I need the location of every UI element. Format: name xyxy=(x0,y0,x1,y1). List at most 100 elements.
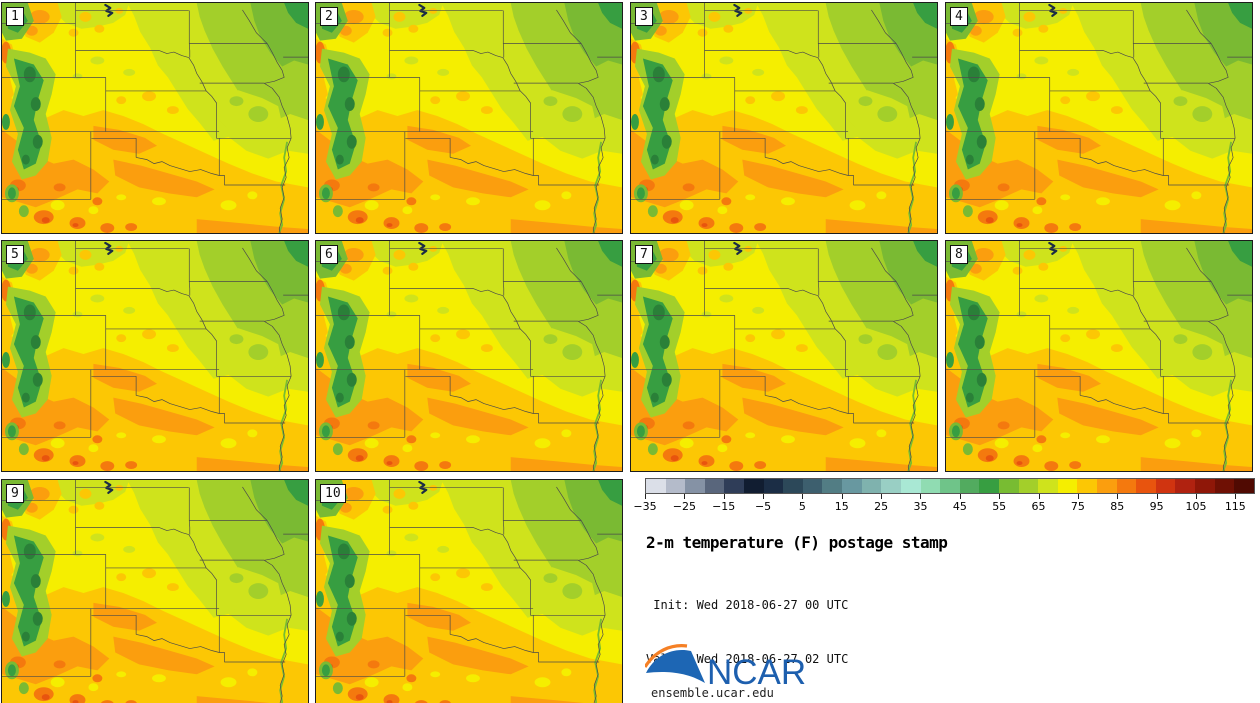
colorbar-segment xyxy=(861,479,882,493)
colorbar-segment xyxy=(783,479,803,493)
colorbar-segment xyxy=(744,479,764,493)
colorbar-tick xyxy=(999,494,1001,499)
colorbar-tick xyxy=(920,494,922,499)
temperature-map xyxy=(2,3,308,233)
member-panel-7[interactable]: 7 xyxy=(630,240,938,472)
colorbar-tick xyxy=(841,494,843,499)
colorbar-segment xyxy=(665,479,686,493)
colorbar-segment xyxy=(646,479,666,493)
colorbar-segment xyxy=(1018,479,1039,493)
colorbar-segment xyxy=(763,479,784,493)
temperature-map xyxy=(2,241,308,471)
colorbar-tick xyxy=(1038,494,1040,499)
colorbar-tick-label: 25 xyxy=(874,500,889,513)
member-number-badge: 3 xyxy=(635,7,653,26)
colorbar-tick-label: 115 xyxy=(1224,500,1246,513)
member-number-badge: 4 xyxy=(950,7,968,26)
colorbar-tick xyxy=(1117,494,1119,499)
colorbar-segment xyxy=(959,479,980,493)
ncar-swoosh-icon xyxy=(646,649,705,683)
colorbar-segment xyxy=(724,479,745,493)
temperature-colorbar xyxy=(645,478,1255,494)
page-title: 2-m temperature (F) postage stamp xyxy=(646,533,948,552)
temperature-map xyxy=(631,3,937,233)
colorbar-tick xyxy=(1156,494,1158,499)
colorbar-tick xyxy=(881,494,883,499)
member-panel-9[interactable]: 9 xyxy=(1,479,309,703)
colorbar-tick-label: 45 xyxy=(952,500,967,513)
colorbar-segment xyxy=(1038,479,1058,493)
colorbar-tick xyxy=(802,494,804,499)
ncar-logo[interactable]: NCAR xyxy=(645,643,865,689)
colorbar-segment xyxy=(998,479,1019,493)
colorbar-segment xyxy=(1057,479,1078,493)
colorbar-segment xyxy=(1195,479,1215,493)
colorbar-segment xyxy=(1077,479,1098,493)
member-number-badge: 6 xyxy=(320,245,338,264)
colorbar-tick xyxy=(645,494,646,499)
temperature-map xyxy=(946,241,1252,471)
member-number-badge: 10 xyxy=(320,484,346,503)
colorbar-segment xyxy=(685,479,705,493)
colorbar-tick-label: 5 xyxy=(798,500,806,513)
member-panel-1[interactable]: 1 xyxy=(1,2,309,234)
site-url[interactable]: ensemble.ucar.edu xyxy=(651,686,774,700)
colorbar-tick xyxy=(1195,494,1197,499)
ncar-wordmark: NCAR xyxy=(707,653,806,689)
colorbar-tick-label: −25 xyxy=(672,500,696,513)
member-number-badge: 5 xyxy=(6,245,24,264)
colorbar-tick xyxy=(723,494,725,499)
member-number-badge: 2 xyxy=(320,7,338,26)
temperature-map xyxy=(2,480,308,703)
member-number-badge: 7 xyxy=(635,245,653,264)
init-time: Init: Wed 2018-06-27 00 UTC xyxy=(646,598,849,612)
colorbar-segment xyxy=(1155,479,1176,493)
colorbar-ticks xyxy=(645,494,1255,500)
colorbar-tick xyxy=(959,494,961,499)
colorbar-segment xyxy=(822,479,843,493)
colorbar-tick-label: 65 xyxy=(1031,500,1046,513)
colorbar-segment xyxy=(1214,479,1235,493)
member-panel-6[interactable]: 6 xyxy=(315,240,623,472)
ncar-orange-arc-icon xyxy=(645,644,688,668)
colorbar-segment xyxy=(1234,479,1254,493)
colorbar-segment xyxy=(802,479,823,493)
colorbar-tick-label: 35 xyxy=(913,500,928,513)
colorbar-segment xyxy=(1175,479,1196,493)
colorbar-tick-label: 95 xyxy=(1149,500,1164,513)
member-panel-2[interactable]: 2 xyxy=(315,2,623,234)
colorbar-segment xyxy=(1116,479,1137,493)
colorbar-segment xyxy=(979,479,999,493)
colorbar-tick xyxy=(1077,494,1079,499)
colorbar-tick-label: 105 xyxy=(1185,500,1207,513)
member-panel-3[interactable]: 3 xyxy=(630,2,938,234)
colorbar-segment xyxy=(900,479,921,493)
colorbar-segment xyxy=(842,479,862,493)
member-panel-10[interactable]: 10 xyxy=(315,479,623,703)
colorbar-tick-label: 15 xyxy=(834,500,849,513)
colorbar-tick xyxy=(684,494,686,499)
member-number-badge: 9 xyxy=(6,484,24,503)
colorbar-tick-label: −35 xyxy=(633,500,657,513)
colorbar-segment xyxy=(704,479,725,493)
colorbar-tick-label: −5 xyxy=(754,500,772,513)
colorbar-tick-labels: −35 −25 −15 −5 5 15 25 35 45 55 65 75 85 95 105 115 xyxy=(633,500,1255,514)
member-panel-8[interactable]: 8 xyxy=(945,240,1253,472)
colorbar-segment xyxy=(920,479,941,493)
colorbar-tick-label: −15 xyxy=(712,500,736,513)
colorbar-tick-label: 55 xyxy=(992,500,1007,513)
colorbar-segment xyxy=(940,479,960,493)
member-number-badge: 8 xyxy=(950,245,968,264)
colorbar-tick-label: 75 xyxy=(1070,500,1085,513)
member-number-badge: 1 xyxy=(6,7,24,26)
colorbar-tick xyxy=(1235,494,1237,499)
temperature-map xyxy=(316,3,622,233)
member-panel-4[interactable]: 4 xyxy=(945,2,1253,234)
colorbar-tick xyxy=(763,494,765,499)
temperature-map xyxy=(631,241,937,471)
member-panel-5[interactable]: 5 xyxy=(1,240,309,472)
colorbar-segment xyxy=(881,479,901,493)
temperature-map xyxy=(316,480,622,703)
colorbar-tick-label: 85 xyxy=(1110,500,1125,513)
